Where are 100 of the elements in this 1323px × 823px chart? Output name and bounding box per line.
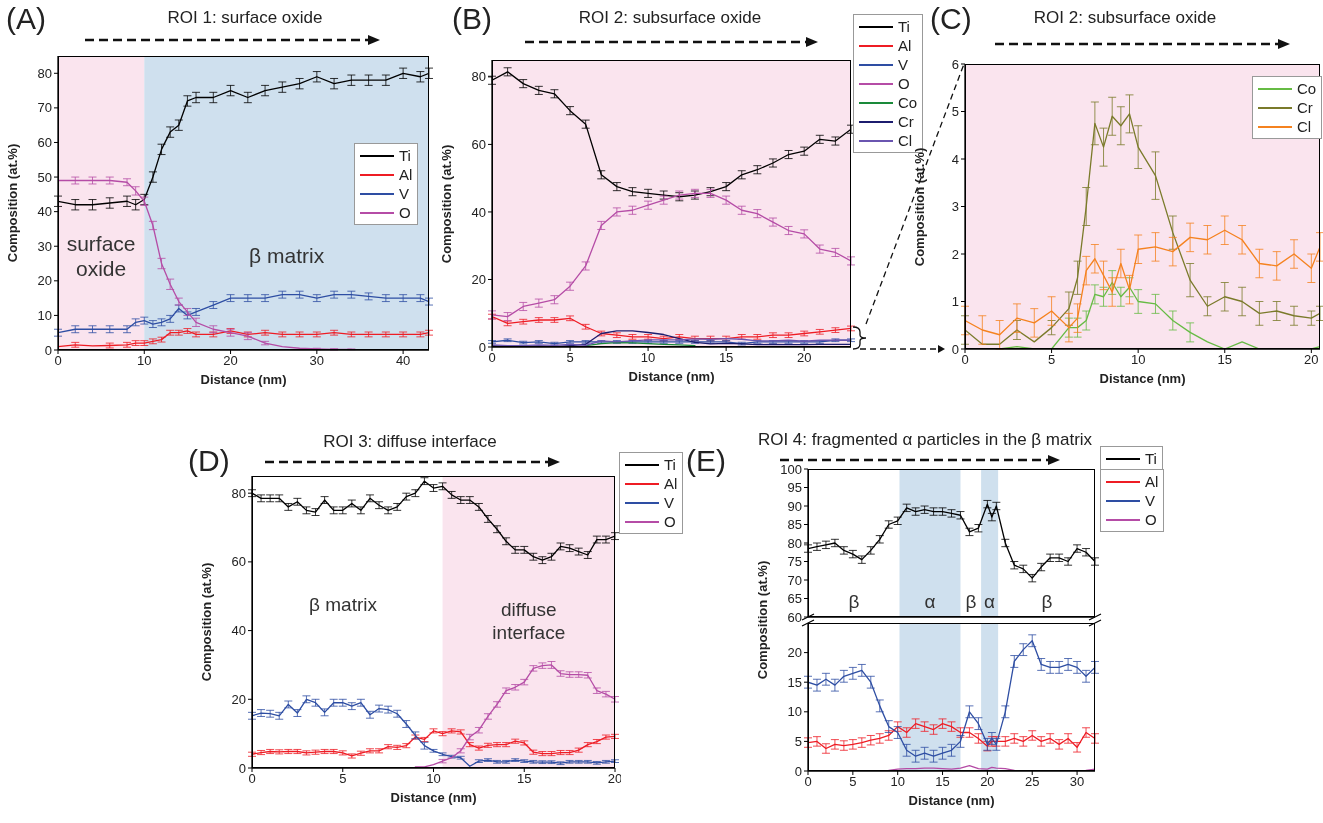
y-tick-label: 20 xyxy=(37,273,52,289)
legend-label: Ti xyxy=(664,456,676,473)
y-tick-label: 20 xyxy=(787,645,802,661)
text: (D) xyxy=(188,444,230,478)
x-tick-label: 0 xyxy=(961,352,969,368)
x-tick-label: 20 xyxy=(980,774,995,790)
x-axis-title: Distance (nm) xyxy=(908,793,995,808)
legend-label: Cl xyxy=(898,132,913,149)
x-tick-label: 25 xyxy=(1024,774,1040,790)
y-tick-label: 90 xyxy=(787,498,802,514)
y-tick-label: 40 xyxy=(37,204,52,220)
x-tick-label: 30 xyxy=(1069,774,1085,790)
y-axis-title: Composition (at.%) xyxy=(911,147,927,266)
y-tick-label: 20 xyxy=(231,691,246,707)
text: (A) xyxy=(6,2,46,36)
y-tick-label: 20 xyxy=(471,272,486,288)
y-tick-label: 0 xyxy=(478,339,486,355)
y-tick-label: 5 xyxy=(951,104,959,120)
y-tick-label: 10 xyxy=(37,308,52,324)
x-axis-title: Distance (nm) xyxy=(390,790,477,805)
y-tick-label: 40 xyxy=(231,623,246,639)
legend-label: V xyxy=(399,185,410,202)
legend-label: Ti xyxy=(898,18,910,35)
y-tick-label: 5 xyxy=(794,734,802,750)
legend-label: Al xyxy=(664,475,678,492)
legend-label: V xyxy=(1145,492,1156,509)
y-tick-label: 80 xyxy=(231,485,246,501)
x-tick-label: 10 xyxy=(426,771,441,787)
annotation: β matrix xyxy=(309,594,377,616)
y-tick-label: 80 xyxy=(787,535,802,551)
legend-label: Ti xyxy=(399,147,411,164)
legend-label: O xyxy=(1145,511,1157,528)
legend-label: V xyxy=(664,494,675,511)
x-tick-label: 5 xyxy=(339,771,347,787)
y-tick-label: 60 xyxy=(787,609,802,625)
y-tick-label: 1 xyxy=(951,294,959,310)
text: (C) xyxy=(930,2,972,36)
y-tick-label: 60 xyxy=(231,554,246,570)
legend-label: O xyxy=(664,513,676,530)
x-tick-label: 10 xyxy=(1130,352,1146,368)
x-tick-label: 10 xyxy=(137,353,152,369)
y-tick-label: 80 xyxy=(471,69,486,85)
y-tick-label: 70 xyxy=(37,100,52,116)
chart-title: ROI 2: subsurface oxide xyxy=(1033,8,1217,28)
x-tick-label: 0 xyxy=(804,774,812,790)
legend-label: Cr xyxy=(1297,99,1313,116)
y-tick-label: 85 xyxy=(787,517,802,533)
x-tick-label: 15 xyxy=(1217,352,1232,368)
x-tick-label: 15 xyxy=(718,350,734,366)
y-tick-label: 6 xyxy=(951,56,959,72)
legend-label: Al xyxy=(399,166,413,183)
text: (E) xyxy=(686,444,726,478)
chart-title: ROI 3: diffuse interface xyxy=(323,432,497,452)
x-tick-label: 20 xyxy=(1304,352,1319,368)
legend-label: Al xyxy=(898,37,912,54)
x-tick-label: 5 xyxy=(849,774,857,790)
y-tick-label: 4 xyxy=(951,151,959,167)
legend-label: O xyxy=(399,204,411,221)
x-tick-label: 40 xyxy=(395,353,411,369)
y-tick-label: 80 xyxy=(37,65,52,81)
x-tick-label: 10 xyxy=(640,350,656,366)
band-label: diffuse interface xyxy=(492,599,566,645)
x-tick-label: 5 xyxy=(566,350,574,366)
x-tick-label: 0 xyxy=(488,350,496,366)
x-axis-title: Distance (nm) xyxy=(200,372,287,387)
y-tick-label: 75 xyxy=(787,554,802,570)
annotation: β xyxy=(965,591,977,613)
y-tick-label: 15 xyxy=(787,674,802,690)
y-axis-title: Composition (at.%) xyxy=(438,144,454,263)
chart-title: ROI 4: fragmented α particles in the β matrix xyxy=(757,430,1093,450)
legend-label: V xyxy=(898,56,909,73)
y-tick-label: 0 xyxy=(238,760,246,776)
y-tick-label: 40 xyxy=(471,204,486,220)
legend-label: Al xyxy=(1145,473,1159,490)
x-tick-label: 5 xyxy=(1047,352,1056,368)
legend-label: Co xyxy=(1297,80,1317,97)
y-tick-label: 60 xyxy=(37,135,52,151)
chart-title: ROI 1: surface oxide xyxy=(167,8,323,28)
y-tick-label: 50 xyxy=(37,169,52,185)
y-axis-title: Composition (at.%) xyxy=(198,562,214,682)
y-tick-label: 95 xyxy=(787,480,802,496)
x-tick-label: 20 xyxy=(607,771,623,787)
band-label: α xyxy=(984,590,996,614)
legend-label: Co xyxy=(898,94,918,111)
y-tick-label: 100 xyxy=(780,461,802,477)
x-tick-label: 10 xyxy=(890,774,905,790)
y-axis-title: Composition (at.%) xyxy=(754,560,770,680)
y-tick-label: 3 xyxy=(951,199,959,215)
y-tick-label: 2 xyxy=(951,246,959,262)
x-tick-label: 30 xyxy=(309,353,325,369)
legend-label: O xyxy=(898,75,910,92)
y-tick-label: 60 xyxy=(471,137,486,153)
text: (B) xyxy=(452,2,492,36)
x-tick-label: 0 xyxy=(248,771,256,787)
x-axis-title: Distance (nm) xyxy=(1099,371,1186,386)
legend-label: Cl xyxy=(1297,118,1312,135)
x-tick-label: 0 xyxy=(54,353,62,369)
legend-label: Ti xyxy=(1145,450,1157,467)
band-label: surface oxide xyxy=(66,230,136,282)
chart-title: ROI 2: subsurface oxide xyxy=(578,8,762,28)
